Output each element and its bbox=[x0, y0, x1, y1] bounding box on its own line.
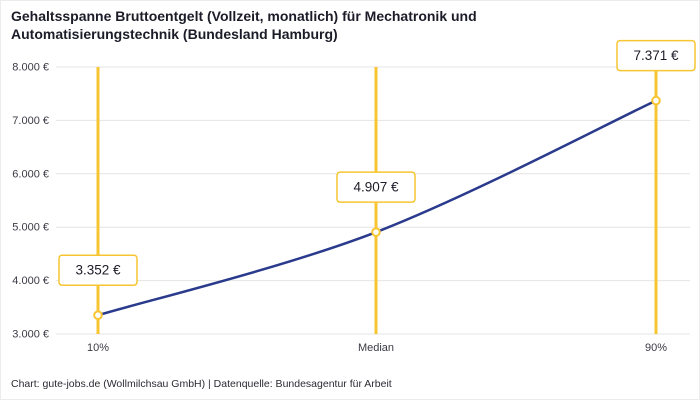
value-label: 3.352 € bbox=[75, 263, 121, 278]
value-label-box bbox=[58, 254, 138, 286]
chart-title-line-2: Automatisierungstechnik (Bundesland Hamb… bbox=[11, 26, 338, 43]
chart-footer: Chart: gute-jobs.de (Wollmilchsau GmbH) … bbox=[11, 378, 392, 390]
data-point-marker bbox=[371, 227, 381, 237]
value-label-box bbox=[336, 171, 416, 203]
y-axis-tick-label: 5.000 € bbox=[12, 222, 49, 234]
y-axis-tick-label: 8.000 € bbox=[12, 62, 49, 74]
data-point-marker bbox=[93, 310, 103, 321]
chart-title-line-1: Gehaltsspanne Bruttoentgelt (Vollzeit, m… bbox=[11, 8, 477, 24]
x-axis-tick-label: Median bbox=[358, 342, 394, 354]
value-label: 4.907 € bbox=[353, 180, 399, 195]
value-label-box bbox=[616, 39, 696, 72]
x-axis-tick-label: 10% bbox=[87, 342, 109, 354]
value-label: 7.371 € bbox=[633, 48, 679, 63]
y-axis-tick-label: 4.000 € bbox=[12, 275, 49, 287]
chart-title: Gehaltsspanne Bruttoentgelt (Vollzeit, m… bbox=[11, 7, 651, 44]
y-axis-tick-label: 7.000 € bbox=[12, 115, 49, 127]
x-axis-tick-label: 90% bbox=[645, 342, 667, 354]
data-point-marker bbox=[651, 95, 661, 106]
y-axis-tick-label: 3.000 € bbox=[12, 329, 49, 341]
y-axis-tick-label: 6.000 € bbox=[12, 168, 49, 180]
